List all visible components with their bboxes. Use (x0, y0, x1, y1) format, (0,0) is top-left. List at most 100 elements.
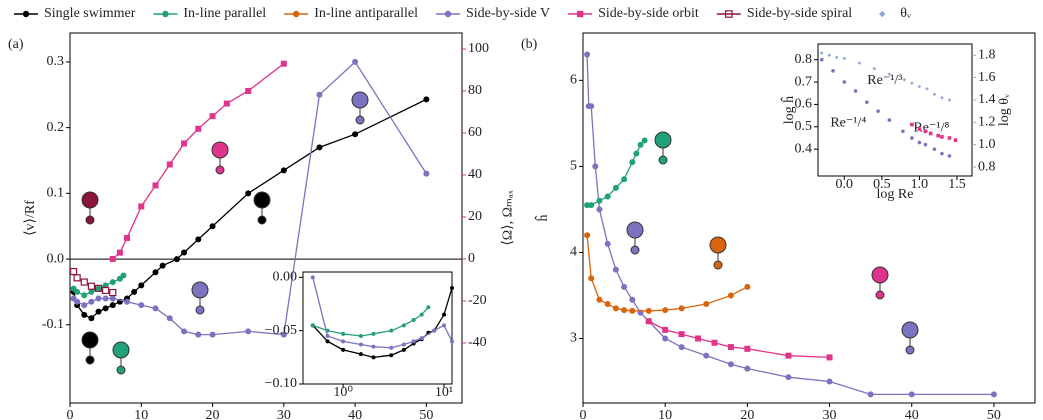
y-tick-label: 0.1 (47, 186, 65, 201)
data-point (842, 80, 847, 84)
data-point (629, 307, 636, 314)
icon-body (211, 141, 229, 159)
y-tick-label: -0.1 (42, 317, 64, 332)
legend-label: θᵥ (900, 6, 912, 21)
data-point (80, 278, 88, 286)
data-point (109, 279, 116, 286)
data-point (358, 352, 363, 357)
y2-tick-label: 100 (468, 41, 489, 56)
data-point (641, 137, 648, 144)
data-point (325, 339, 330, 344)
data-point (401, 323, 406, 328)
x-tick-label: 10 (658, 408, 672, 420)
data-point (819, 51, 824, 55)
icon-body (191, 281, 209, 299)
data-point (596, 206, 603, 213)
y-tick-label: 0.0 (47, 251, 65, 266)
data-point (645, 318, 652, 325)
y-tick-label: 0.4 (795, 141, 813, 156)
data-point (925, 86, 929, 91)
y2-tick-label: 80 (468, 83, 482, 98)
data-point (876, 109, 880, 113)
data-point (450, 286, 454, 290)
data-point (727, 292, 734, 299)
data-point (358, 334, 363, 338)
data-point (371, 344, 376, 349)
data-point (928, 131, 933, 136)
data-point (785, 374, 792, 381)
icon-body (195, 305, 205, 315)
data-point (245, 328, 252, 335)
data-point (341, 339, 346, 344)
y2-tick-label: 1.4 (978, 92, 996, 107)
icon-body (871, 266, 889, 284)
data-point (419, 336, 424, 341)
x-tick-label: 40 (348, 408, 362, 420)
data-point (131, 288, 138, 295)
data-point (152, 269, 159, 276)
data-point (612, 305, 619, 312)
legend-label: In-line parallel (183, 6, 266, 21)
data-point (442, 323, 447, 328)
data-point (411, 339, 416, 344)
icon-body (905, 345, 915, 355)
data-point (280, 167, 287, 174)
data-point (245, 87, 252, 94)
y2-tick-label: 0 (468, 251, 475, 266)
data-point (173, 256, 180, 263)
data-point (73, 274, 81, 282)
data-point (678, 305, 685, 312)
x-axis-label: log Re (877, 187, 914, 202)
data-point (744, 365, 751, 372)
legend-label: Side-by-side V (466, 6, 550, 21)
x-tick-label: 20 (206, 408, 220, 420)
data-point (901, 129, 905, 134)
x-tick-label: 50 (419, 408, 433, 420)
data-point (124, 234, 131, 241)
y2-tick-label: 0.8 (978, 159, 996, 174)
data-point (604, 193, 611, 200)
data-point (102, 305, 109, 312)
data-point (358, 342, 363, 347)
data-point (727, 344, 734, 351)
data-point (908, 391, 915, 398)
data-point (678, 331, 685, 338)
data-point (95, 308, 102, 315)
icon-body (630, 245, 640, 255)
data-point (932, 92, 937, 97)
data-point (826, 354, 833, 361)
data-point (917, 84, 922, 89)
data-point (95, 285, 102, 292)
x-tick-label: 1.0 (911, 177, 929, 192)
data-point (166, 161, 173, 168)
legend-label: Side-by-side spiral (747, 6, 852, 21)
annotation: Re⁻¹/³ (867, 73, 902, 88)
data-point (81, 302, 88, 309)
x-tick-label: 0.5 (873, 177, 891, 192)
data-point (947, 136, 952, 140)
x-tick-label: 0.0 (836, 177, 854, 192)
data-point (116, 249, 123, 256)
y2-tick-label: 40 (468, 167, 482, 182)
data-point (209, 331, 216, 338)
data-point (932, 147, 937, 151)
data-point (88, 315, 95, 322)
y2-tick-label: -20 (468, 293, 487, 308)
x-tick-label: 1.5 (948, 177, 966, 192)
data-point (195, 331, 202, 338)
data-point (629, 296, 636, 303)
y-tick-label: 0.3 (47, 54, 65, 69)
y-axis-label: ⟨v⟩/Rf (23, 200, 38, 236)
data-point (74, 298, 81, 305)
x-tick-label: 30 (277, 408, 291, 420)
legend-label: Single swimmer (44, 6, 136, 21)
data-point (124, 298, 131, 305)
icon-body (626, 221, 644, 239)
data-point (442, 312, 447, 317)
data-point (88, 288, 95, 295)
data-point (316, 91, 323, 98)
data-point (419, 312, 424, 317)
y-tick-label: 0.8 (795, 52, 813, 67)
data-point (940, 135, 944, 139)
